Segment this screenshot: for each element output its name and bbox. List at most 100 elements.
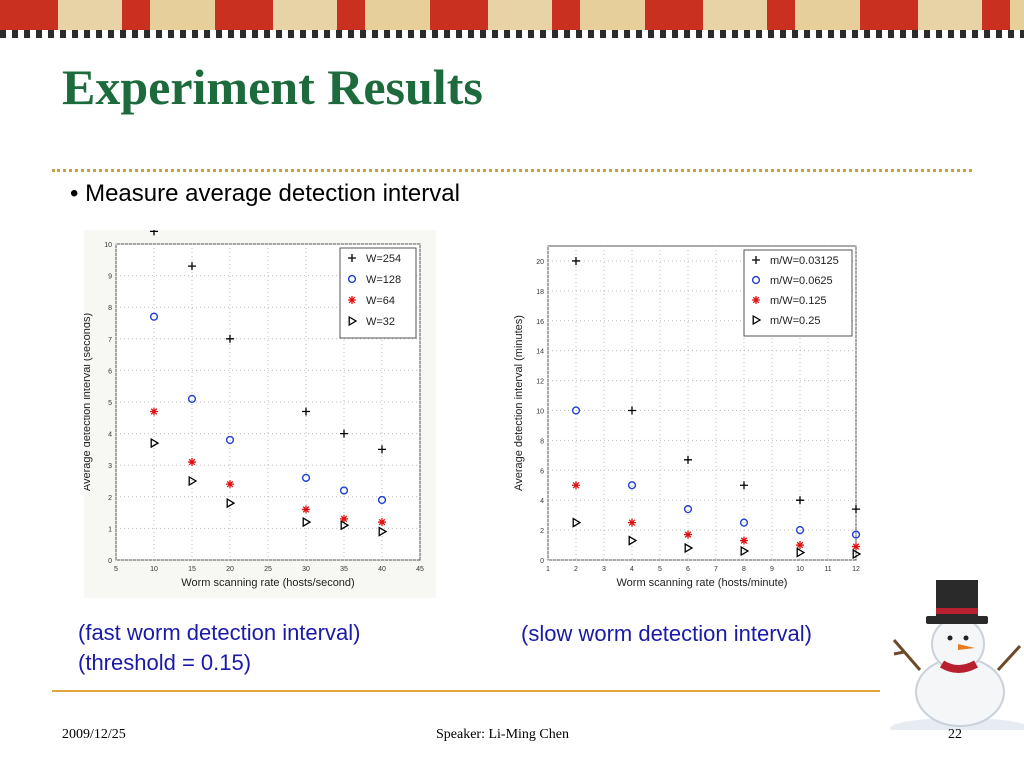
fast-point <box>301 473 311 482</box>
slow-x-tick-label: 4 <box>630 566 634 573</box>
footer-divider <box>52 690 880 692</box>
fast-x-tick-label: 35 <box>340 566 348 573</box>
slow-x-tick-label: 2 <box>574 566 578 573</box>
fast-x-tick-label: 15 <box>188 566 196 573</box>
slow-point <box>628 518 636 527</box>
slow-chart-caption: (slow worm detection interval) <box>521 621 812 646</box>
slow-legend-box <box>743 249 853 337</box>
fast-point <box>340 514 348 523</box>
fast-y-tick-label: 2 <box>108 495 112 502</box>
slow-point <box>796 547 806 558</box>
footer-speaker: Speaker: Li-Ming Chen <box>436 727 569 742</box>
fast-point <box>188 458 196 467</box>
fast-x-tick-label: 5 <box>114 566 118 573</box>
fast-x-tick-label: 25 <box>264 566 272 573</box>
fast-point <box>149 312 159 321</box>
fast-series-3 <box>150 437 388 537</box>
snowman-illustration <box>880 560 1024 738</box>
slow-y-tick-label: 4 <box>540 498 544 505</box>
slow-x-tick-label: 8 <box>742 566 746 573</box>
fast-point <box>188 475 198 487</box>
slow-x-tick-label: 10 <box>796 566 804 573</box>
fast-point <box>302 505 310 514</box>
slow-x-tick-label: 12 <box>852 566 860 573</box>
fast-point <box>226 480 234 489</box>
fast-point <box>377 495 387 505</box>
slow-point <box>852 505 860 514</box>
fast-legend-marker <box>348 315 358 327</box>
slow-legend-marker <box>751 275 761 285</box>
decorative-banner <box>0 0 1024 38</box>
fast-legend-label: W=64 <box>366 295 395 307</box>
fast-y-tick-label: 4 <box>108 432 112 439</box>
slow-x-tick-label: 7 <box>714 566 718 573</box>
slow-point <box>796 496 804 505</box>
fast-y-tick-label: 6 <box>108 368 112 375</box>
slow-point <box>628 535 638 546</box>
slide-title: Experiment Results <box>62 59 483 115</box>
fast-point <box>150 437 160 449</box>
slow-y-tick-label: 16 <box>536 319 544 326</box>
fast-y-tick-label: 0 <box>108 558 112 565</box>
slow-x-tick-label: 6 <box>686 566 690 573</box>
slow-series-0 <box>572 256 860 514</box>
slow-y-tick-label: 20 <box>536 259 544 266</box>
slow-y-tick-label: 14 <box>536 349 544 356</box>
fast-y-axis-label: Average detection interval (seconds) <box>84 313 93 491</box>
slow-y-tick-label: 10 <box>536 408 544 415</box>
slow-y-tick-label: 12 <box>536 379 544 386</box>
slow-worm-chart: 1 2 3 4 5 6 7 8 9 10 11 12 0 2 4 6 8 10 12 14 16 18 20 Worm sca… <box>512 240 866 600</box>
fast-point <box>150 407 158 416</box>
fast-x-axis-label: Worm scanning rate (hosts/second) <box>181 577 354 589</box>
slow-x-tick-label: 3 <box>602 566 606 573</box>
slow-legend-label: m/W=0.25 <box>770 315 820 327</box>
slow-point <box>796 541 804 550</box>
fast-x-tick-label: 45 <box>416 566 424 573</box>
slow-x-tick-label: 1 <box>546 566 550 573</box>
slow-legend-label: m/W=0.0625 <box>770 275 833 287</box>
slow-x-tick-label: 9 <box>770 566 774 573</box>
slow-point <box>852 548 862 560</box>
slow-y-axis-label: Average detection interval (minutes) <box>513 315 525 491</box>
fast-point <box>226 334 234 343</box>
fast-legend-label: W=128 <box>366 274 401 286</box>
slow-point <box>627 481 637 490</box>
fast-y-tick-label: 7 <box>108 337 112 344</box>
slow-point <box>852 542 860 551</box>
fast-chart-caption: (fast worm detection interval) (threshol… <box>78 618 360 678</box>
slow-legend-marker <box>752 314 762 326</box>
fast-y-tick-label: 9 <box>108 274 112 281</box>
slow-point <box>572 256 580 265</box>
slow-y-tick-label: 6 <box>540 468 544 475</box>
fast-point <box>339 486 349 495</box>
fast-point <box>340 520 350 531</box>
footer-date: 2009/12/25 <box>62 727 126 742</box>
slow-x-axis-label: Worm scanning rate (hosts/minute) <box>617 577 788 589</box>
slow-point <box>740 481 748 490</box>
fast-series-1 <box>149 312 387 505</box>
slow-y-tick-label: 18 <box>536 289 544 296</box>
slow-point <box>684 542 694 554</box>
fast-point <box>378 526 388 537</box>
fast-y-tick-label: 3 <box>108 463 112 470</box>
slow-legend-marker <box>752 296 760 304</box>
fast-y-tick-label: 5 <box>108 400 112 407</box>
slow-y-tick-label: 8 <box>540 438 544 445</box>
fast-series-0 <box>150 227 386 454</box>
slow-point <box>740 536 748 545</box>
slow-point <box>683 505 693 514</box>
caption-fast-detection: (fast worm detection interval) <box>78 620 361 645</box>
slow-point <box>684 455 692 464</box>
fast-x-tick-label: 40 <box>378 566 386 573</box>
slow-point <box>795 525 805 535</box>
slow-point <box>572 517 582 528</box>
fast-legend-label: W=254 <box>366 253 401 265</box>
fast-point <box>302 516 312 528</box>
fast-legend-marker <box>348 254 356 262</box>
slow-point <box>684 530 692 539</box>
fast-worm-chart: 5 10 15 20 25 30 35 40 45 0 1 2 3 4 5 6 7 8 9 10 Worm scanni… <box>81 227 436 598</box>
footer-page-number: 22 <box>948 727 962 742</box>
slow-series-2 <box>572 481 860 551</box>
